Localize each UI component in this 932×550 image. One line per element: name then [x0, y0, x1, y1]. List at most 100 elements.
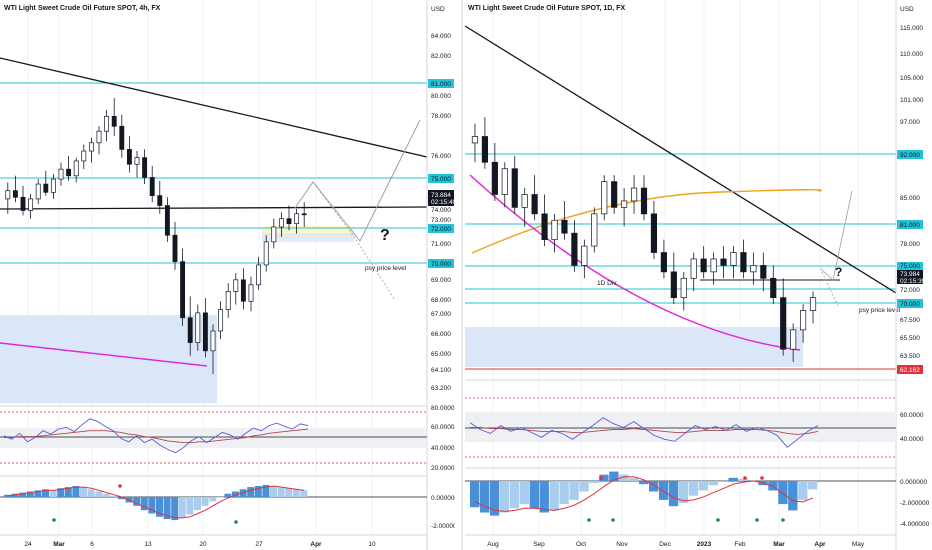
- x-tick: Mar: [773, 541, 785, 548]
- price-tick: 67.500: [900, 317, 920, 324]
- candle: [263, 235, 269, 272]
- right-macd-signal: [474, 476, 814, 512]
- right-macd-dot-7: [743, 476, 747, 480]
- x-tick: Apr: [814, 541, 826, 548]
- price-tick: 69.000: [431, 277, 451, 284]
- left-demand-zone: [0, 315, 217, 403]
- price-tick: 84.000: [431, 33, 451, 40]
- macd-bar: [668, 481, 679, 507]
- candle-body-up: [81, 150, 87, 162]
- candle-body-up: [58, 168, 64, 180]
- macd-bar: [4, 494, 11, 497]
- candle-body-down: [700, 258, 707, 273]
- x-tick: Oct: [576, 541, 586, 548]
- left-level-label-72: 72.000: [431, 226, 451, 233]
- candle-body-down: [12, 190, 18, 198]
- right-question-mark: ?: [835, 265, 842, 279]
- candle: [157, 180, 163, 214]
- left-projection-up: [294, 119, 421, 242]
- candle-body-up: [104, 116, 110, 132]
- right-macd-tick-minus4: -4.000000: [900, 521, 930, 528]
- x-tick: 27: [255, 541, 263, 548]
- left-level-label-70: 70.000: [431, 261, 451, 268]
- right-level-label-92: 92.000: [900, 152, 920, 159]
- macd-bar: [658, 481, 669, 500]
- candle: [172, 222, 178, 270]
- right-rsi-ma-line: [470, 427, 819, 435]
- candle-body-down: [780, 297, 787, 350]
- candle-body-down: [180, 261, 186, 319]
- candle-body-down: [157, 195, 163, 206]
- candle: [271, 218, 277, 249]
- right-macd-tick-minus2: -2.000000: [900, 500, 930, 507]
- right-axis-unit: USD: [900, 6, 914, 13]
- right-rsi-band: [465, 412, 896, 442]
- candle: [218, 301, 224, 340]
- x-tick: 10: [368, 541, 376, 548]
- left-descending-trendline: [0, 57, 428, 158]
- candle-body-up: [225, 291, 231, 310]
- candle-body-down: [760, 265, 767, 279]
- candle: [43, 170, 49, 196]
- candle: [551, 213, 558, 253]
- macd-bar: [688, 481, 699, 496]
- left-rsi-tick-80: 80.0000: [431, 405, 455, 412]
- candle: [511, 155, 518, 214]
- candle: [149, 165, 155, 203]
- candle-body-down: [611, 181, 618, 208]
- right-level-label-70: 70.000: [900, 301, 920, 308]
- macd-bar: [118, 497, 125, 500]
- macd-bar: [579, 481, 589, 492]
- price-tick: 63.500: [900, 353, 920, 360]
- right-chart-title: WTI Light Sweet Crude Oil Future SPOT, 1…: [468, 5, 625, 12]
- macd-bar: [216, 497, 224, 498]
- candle: [187, 296, 193, 356]
- candle: [294, 208, 300, 234]
- macd-bar: [72, 486, 80, 497]
- candle: [301, 202, 307, 227]
- left-countdown: 02:15:40: [431, 199, 457, 206]
- candle: [770, 265, 777, 305]
- right-div-label: 1D Div: [597, 280, 617, 287]
- right-rsi-line: [469, 417, 819, 448]
- candle-body-down: [491, 161, 498, 195]
- price-tick: 105.000: [900, 75, 924, 82]
- candle: [256, 256, 262, 290]
- macd-bar: [34, 490, 42, 497]
- macd-bar: [194, 497, 201, 511]
- candle-body-down: [531, 194, 538, 215]
- candle: [225, 283, 231, 318]
- macd-bar: [254, 486, 262, 497]
- right-level-label-72: 72.000: [900, 287, 920, 294]
- candle: [760, 252, 767, 292]
- price-tick: 80.000: [431, 93, 451, 100]
- macd-bar: [49, 490, 57, 497]
- right-macd-dot-4: [755, 518, 759, 522]
- candle: [20, 185, 26, 216]
- right-countdown: 02:15:39: [900, 278, 926, 285]
- price-tick: 82.000: [431, 53, 451, 60]
- price-tick: 64.100: [431, 367, 451, 374]
- macd-bar: [549, 481, 559, 511]
- candle-body-down: [142, 157, 148, 178]
- candle-body-down: [740, 252, 747, 273]
- right-projection-up: [819, 190, 853, 281]
- price-tick: 78.000: [900, 241, 920, 248]
- candle-body-up: [134, 157, 140, 165]
- macd-bar: [26, 491, 34, 497]
- candle-body-up: [471, 136, 479, 144]
- candle-body-down: [640, 187, 648, 215]
- left-grid: [27, 0, 373, 535]
- macd-bar: [678, 481, 689, 504]
- candle: [134, 151, 140, 178]
- x-tick: May: [852, 541, 865, 548]
- candle-body-down: [164, 205, 170, 236]
- candle-body-up: [263, 241, 269, 266]
- macd-bar: [639, 481, 649, 485]
- left-candles: [5, 98, 307, 374]
- candle: [790, 323, 797, 363]
- candle: [561, 200, 568, 240]
- left-projection-down: [312, 181, 396, 301]
- candle: [233, 273, 239, 305]
- macd-bar: [529, 481, 539, 509]
